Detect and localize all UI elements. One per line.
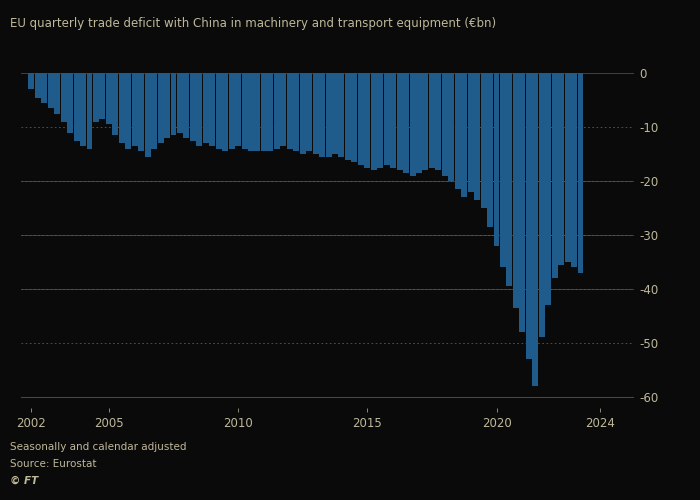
Bar: [145, 74, 150, 157]
Bar: [241, 74, 248, 149]
Bar: [487, 74, 493, 227]
Bar: [513, 74, 519, 308]
Bar: [125, 74, 131, 149]
Bar: [93, 74, 99, 122]
Bar: [74, 74, 80, 140]
Bar: [106, 74, 112, 124]
Bar: [300, 74, 306, 154]
Bar: [203, 74, 209, 144]
Bar: [48, 74, 54, 108]
Bar: [358, 74, 364, 165]
Bar: [54, 74, 60, 114]
Bar: [216, 74, 222, 149]
Bar: [313, 74, 319, 154]
Bar: [132, 74, 138, 146]
Bar: [410, 74, 416, 176]
Bar: [565, 74, 570, 262]
Bar: [558, 74, 564, 264]
Bar: [261, 74, 267, 152]
Bar: [481, 74, 486, 208]
Bar: [364, 74, 370, 168]
Bar: [29, 74, 34, 90]
Bar: [287, 74, 293, 149]
Bar: [171, 74, 176, 136]
Bar: [526, 74, 532, 359]
Bar: [190, 74, 196, 140]
Bar: [280, 74, 286, 146]
Bar: [222, 74, 228, 152]
Bar: [423, 74, 428, 170]
Bar: [351, 74, 358, 162]
Bar: [539, 74, 545, 338]
Bar: [113, 74, 118, 136]
Bar: [306, 74, 312, 152]
Bar: [332, 74, 338, 154]
Bar: [138, 74, 144, 152]
Bar: [532, 74, 538, 386]
Bar: [384, 74, 390, 165]
Bar: [255, 74, 260, 152]
Bar: [507, 74, 512, 286]
Bar: [435, 74, 442, 170]
Bar: [151, 74, 157, 149]
Bar: [494, 74, 500, 246]
Bar: [158, 74, 164, 144]
Bar: [571, 74, 577, 268]
Bar: [545, 74, 551, 305]
Text: Seasonally and calendar adjusted: Seasonally and calendar adjusted: [10, 442, 187, 452]
Bar: [235, 74, 241, 146]
Bar: [35, 74, 41, 98]
Bar: [578, 74, 584, 272]
Bar: [552, 74, 558, 278]
Bar: [455, 74, 461, 189]
Bar: [474, 74, 480, 200]
Bar: [442, 74, 448, 176]
Bar: [80, 74, 86, 146]
Bar: [500, 74, 506, 268]
Bar: [164, 74, 170, 138]
Bar: [61, 74, 66, 122]
Bar: [267, 74, 274, 152]
Bar: [397, 74, 402, 170]
Bar: [87, 74, 92, 149]
Bar: [416, 74, 422, 173]
Bar: [183, 74, 190, 138]
Text: Source: Eurostat: Source: Eurostat: [10, 459, 97, 469]
Bar: [177, 74, 183, 132]
Bar: [371, 74, 377, 170]
Bar: [119, 74, 125, 144]
Bar: [209, 74, 215, 146]
Bar: [390, 74, 396, 168]
Bar: [448, 74, 454, 181]
Bar: [377, 74, 383, 168]
Text: EU quarterly trade deficit with China in machinery and transport equipment (€bn): EU quarterly trade deficit with China in…: [10, 18, 496, 30]
Bar: [339, 74, 344, 157]
Text: © FT: © FT: [10, 476, 38, 486]
Bar: [229, 74, 234, 149]
Bar: [468, 74, 474, 192]
Bar: [461, 74, 467, 198]
Bar: [248, 74, 254, 152]
Bar: [345, 74, 351, 160]
Bar: [293, 74, 299, 152]
Bar: [197, 74, 202, 146]
Bar: [319, 74, 325, 157]
Bar: [67, 74, 73, 132]
Bar: [519, 74, 525, 332]
Bar: [41, 74, 47, 103]
Bar: [326, 74, 332, 157]
Bar: [274, 74, 280, 149]
Bar: [99, 74, 106, 119]
Bar: [403, 74, 409, 173]
Bar: [429, 74, 435, 168]
